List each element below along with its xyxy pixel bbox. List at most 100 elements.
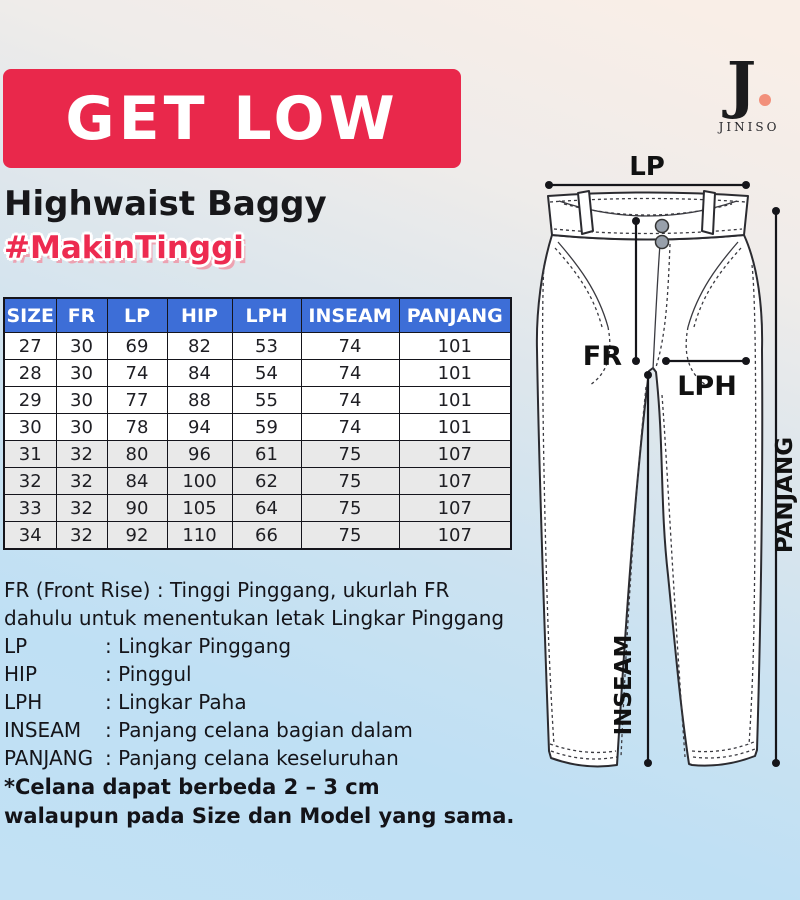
size-cell: 27 bbox=[3, 332, 57, 360]
legend-term: LPH bbox=[4, 690, 43, 714]
size-cell: 101 bbox=[398, 359, 512, 387]
pants-body bbox=[535, 234, 764, 768]
size-cell: 69 bbox=[106, 332, 168, 360]
measurement-legend: FR (Front Rise) : Tinggi Pinggang, ukurl… bbox=[4, 576, 564, 772]
size-cell: 30 bbox=[55, 386, 108, 414]
banner-title: GET LOW bbox=[65, 83, 399, 154]
size-cell: 34 bbox=[3, 521, 57, 550]
size-row: 31 32 80 96 61 75 107 bbox=[3, 440, 512, 468]
size-cell: 107 bbox=[398, 440, 512, 468]
disclaimer: *Celana dapat berbeda 2 – 3 cm walaupun … bbox=[4, 773, 514, 831]
size-cell: 94 bbox=[166, 413, 233, 441]
logo-dot-icon bbox=[759, 94, 772, 106]
button-bottom bbox=[654, 234, 670, 250]
size-row: 27 30 69 82 53 74 101 bbox=[3, 332, 512, 360]
size-cell: 101 bbox=[398, 332, 512, 360]
legend-term: INSEAM bbox=[4, 718, 82, 742]
legend-items: LP : Lingkar Pinggang HIP : Pinggul LPH : Lin… bbox=[4, 632, 564, 772]
column-header: INSEAM bbox=[300, 297, 400, 333]
title-banner: GET LOW bbox=[3, 69, 461, 168]
size-cell: 32 bbox=[55, 521, 108, 550]
size-cell: 64 bbox=[231, 494, 302, 522]
column-header: HIP bbox=[166, 297, 233, 333]
size-cell: 74 bbox=[300, 359, 400, 387]
column-header: FR bbox=[55, 297, 108, 333]
legend-definition: : Lingkar Pinggang bbox=[105, 634, 292, 658]
lph-label: LPH bbox=[677, 371, 737, 402]
size-cell: 30 bbox=[55, 413, 108, 441]
size-cell: 29 bbox=[3, 386, 57, 414]
pants-diagram: LP FR LPH INSEAM PANJANG bbox=[535, 152, 798, 768]
brand-logo: J JINISO bbox=[703, 54, 795, 135]
size-cell: 101 bbox=[398, 413, 512, 441]
size-cell: 107 bbox=[398, 467, 512, 495]
size-cell: 32 bbox=[55, 440, 108, 468]
size-cell: 55 bbox=[231, 386, 302, 414]
inseam-label: INSEAM bbox=[611, 635, 637, 736]
legend-definition: : Panjang celana bagian dalam bbox=[105, 718, 413, 742]
legend-definition: : Panjang celana keseluruhan bbox=[105, 746, 399, 770]
size-cell: 88 bbox=[166, 386, 233, 414]
pants-drawing bbox=[535, 190, 764, 768]
size-row: 29 30 77 88 55 74 101 bbox=[3, 386, 512, 414]
size-cell: 90 bbox=[106, 494, 168, 522]
size-table: SIZE FR LP HIP LPH INSEAM PANJANG 27 30 69 82 53 74… bbox=[3, 297, 512, 550]
size-cell: 105 bbox=[166, 494, 233, 522]
legend-term: PANJANG bbox=[4, 746, 94, 770]
size-cell: 100 bbox=[166, 467, 233, 495]
size-cell: 32 bbox=[55, 467, 108, 495]
size-cell: 74 bbox=[300, 386, 400, 414]
size-cell: 61 bbox=[231, 440, 302, 468]
size-cell: 75 bbox=[300, 521, 400, 550]
column-header: LPH bbox=[231, 297, 302, 333]
table-header-row: SIZE FR LP HIP LPH INSEAM PANJANG bbox=[3, 297, 512, 333]
size-cell: 74 bbox=[300, 332, 400, 360]
size-cell: 101 bbox=[398, 386, 512, 414]
legend-definition: : Pinggul bbox=[105, 662, 192, 686]
size-cell: 74 bbox=[106, 359, 168, 387]
column-header: SIZE bbox=[3, 297, 57, 333]
size-cell: 59 bbox=[231, 413, 302, 441]
size-row: 33 32 90 105 64 75 107 bbox=[3, 494, 512, 522]
disclaimer-line1: *Celana dapat berbeda 2 – 3 cm bbox=[4, 775, 380, 799]
legend-fr-line2: dahulu untuk menentukan letak Lingkar Pi… bbox=[4, 606, 505, 630]
legend-term: LP bbox=[4, 634, 28, 658]
logo-name: JINISO bbox=[718, 120, 780, 134]
size-cell: 75 bbox=[300, 494, 400, 522]
size-cell: 30 bbox=[3, 413, 57, 441]
lp-label: LP bbox=[629, 152, 665, 182]
fr-label: FR bbox=[583, 341, 622, 372]
size-cell: 110 bbox=[166, 521, 233, 550]
logo-letter: J bbox=[726, 48, 757, 121]
size-cell: 28 bbox=[3, 359, 57, 387]
size-cell: 84 bbox=[166, 359, 233, 387]
size-cell: 32 bbox=[55, 494, 108, 522]
size-cell: 96 bbox=[166, 440, 233, 468]
size-cell: 30 bbox=[55, 332, 108, 360]
size-cell: 30 bbox=[55, 359, 108, 387]
disclaimer-line2: walaupun pada Size dan Model yang sama. bbox=[4, 804, 515, 828]
pocket-right bbox=[687, 241, 739, 328]
size-cell: 75 bbox=[300, 440, 400, 468]
panjang-label: PANJANG bbox=[772, 437, 798, 553]
size-cell: 66 bbox=[231, 521, 302, 550]
size-row: 32 32 84 100 62 75 107 bbox=[3, 467, 512, 495]
size-row: 28 30 74 84 54 74 101 bbox=[3, 359, 512, 387]
size-cell: 84 bbox=[106, 467, 168, 495]
size-cell: 82 bbox=[166, 332, 233, 360]
size-cell: 80 bbox=[106, 440, 168, 468]
legend-definition: : Lingkar Paha bbox=[105, 690, 247, 714]
legend-term: HIP bbox=[4, 662, 37, 686]
belt-loop-left bbox=[577, 190, 594, 235]
pocket-left bbox=[557, 241, 609, 328]
column-header: LP bbox=[106, 297, 168, 333]
measurement-labels: LP FR LPH INSEAM PANJANG bbox=[583, 152, 798, 735]
logo-initial: J bbox=[703, 54, 795, 116]
size-cell: 33 bbox=[3, 494, 57, 522]
table-body: 27 30 69 82 53 74 101 28 30 74 84 54 74 101 29 30 77 88 55… bbox=[3, 332, 512, 550]
size-cell: 107 bbox=[398, 521, 512, 550]
column-header: PANJANG bbox=[398, 297, 512, 333]
size-cell: 107 bbox=[398, 494, 512, 522]
fly-seam bbox=[652, 243, 661, 370]
size-cell: 53 bbox=[231, 332, 302, 360]
